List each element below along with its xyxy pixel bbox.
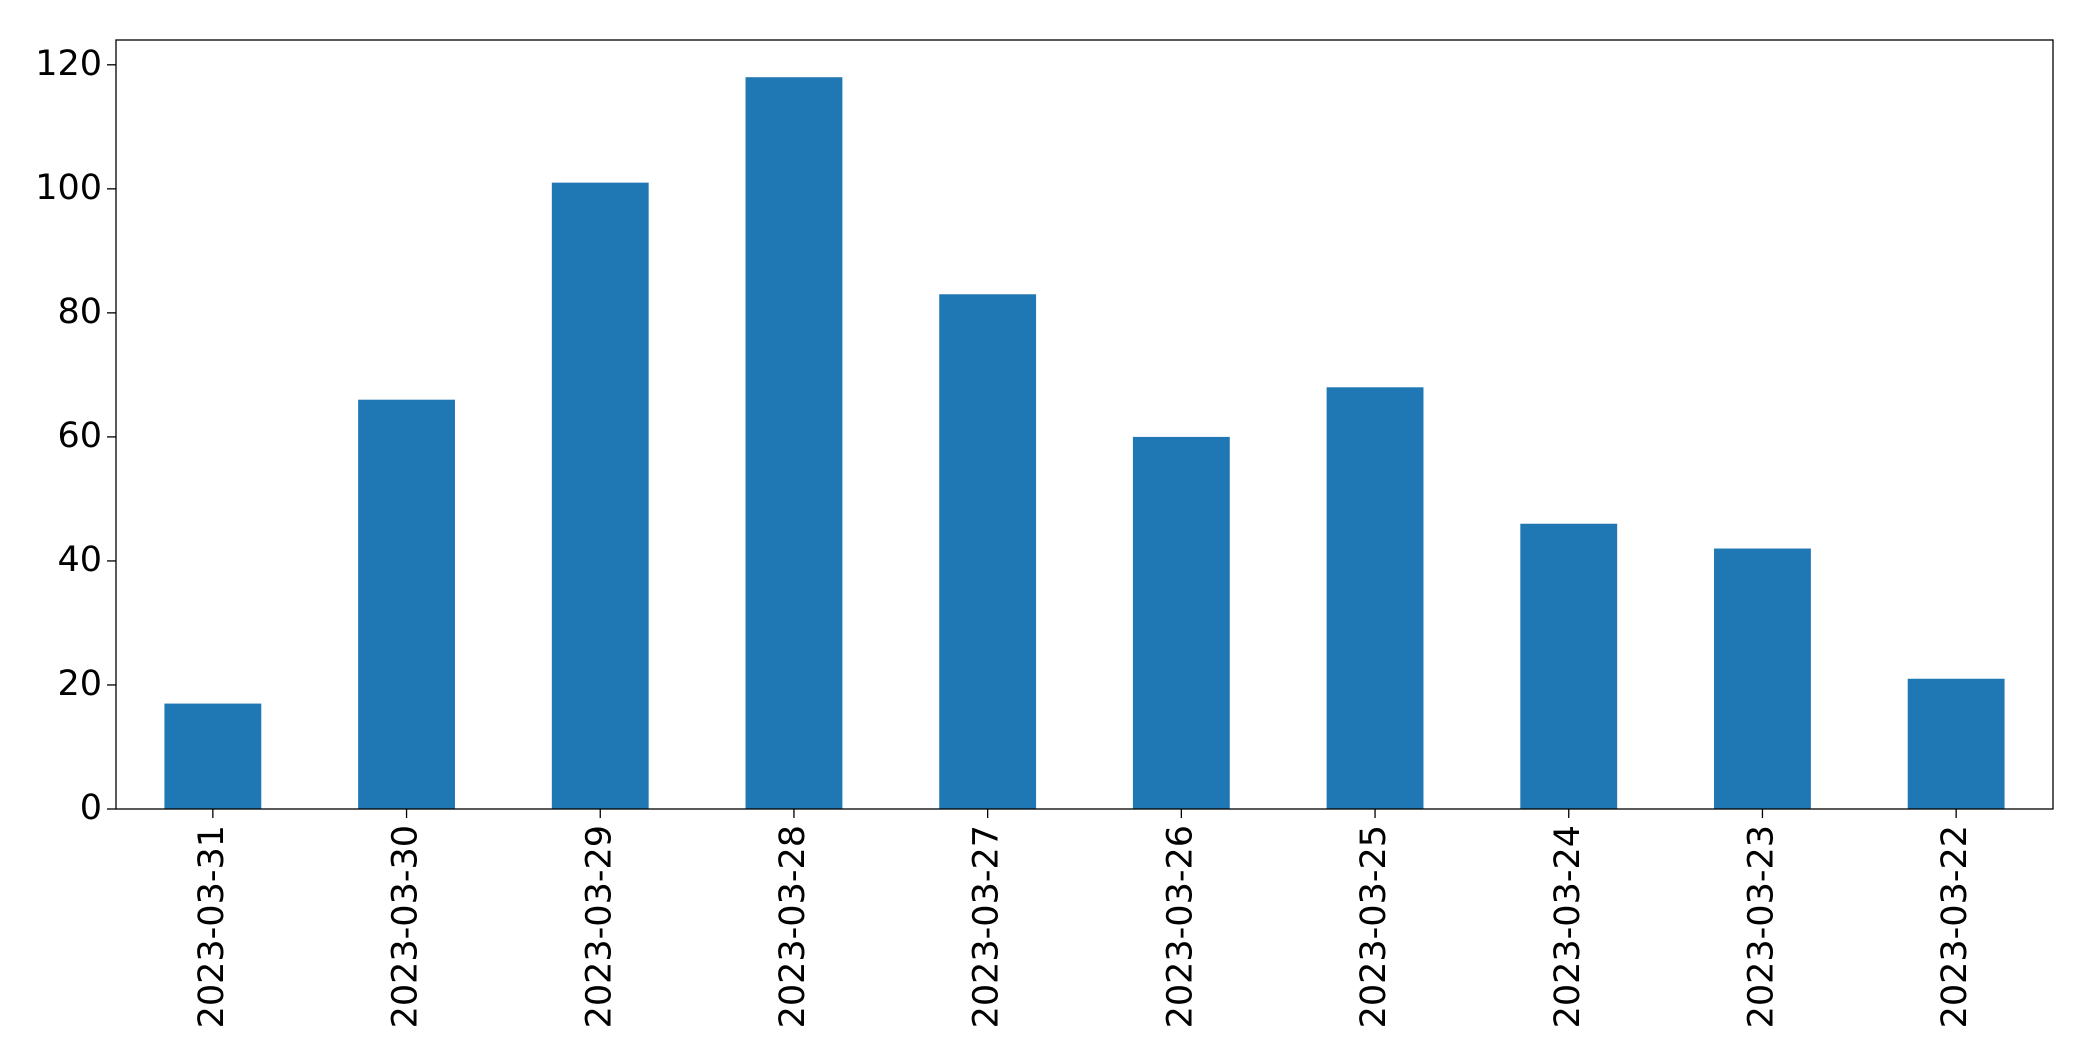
x-tick-label: 2023-03-25 <box>1354 825 1394 1028</box>
x-tick-label: 2023-03-26 <box>1160 825 1200 1028</box>
bar <box>1520 523 1618 809</box>
bar <box>1132 436 1230 809</box>
x-tick-label: 2023-03-31 <box>192 825 232 1028</box>
y-tick-label: 20 <box>57 664 102 704</box>
y-tick-label: 80 <box>57 292 102 332</box>
x-tick-label: 2023-03-24 <box>1548 825 1588 1028</box>
y-tick-label: 0 <box>80 788 102 828</box>
bar <box>939 294 1037 810</box>
x-tick-label: 2023-03-23 <box>1741 825 1781 1028</box>
bar <box>1907 678 2005 809</box>
bar <box>164 703 262 809</box>
bar <box>358 399 455 809</box>
bar <box>745 77 843 810</box>
y-tick-label: 120 <box>35 44 102 84</box>
bar <box>551 182 649 810</box>
y-tick-label: 100 <box>35 168 102 208</box>
y-tick-label: 60 <box>57 416 102 456</box>
bar <box>1326 387 1424 809</box>
bar <box>1714 548 1811 809</box>
x-tick-label: 2023-03-27 <box>967 825 1007 1028</box>
x-tick-label: 2023-03-29 <box>579 825 619 1028</box>
y-tick-label: 40 <box>57 540 102 580</box>
x-tick-label: 2023-03-22 <box>1935 825 1975 1028</box>
x-tick-label: 2023-03-30 <box>386 825 426 1028</box>
plot-frame <box>115 39 2054 810</box>
x-tick-label: 2023-03-28 <box>773 825 813 1028</box>
